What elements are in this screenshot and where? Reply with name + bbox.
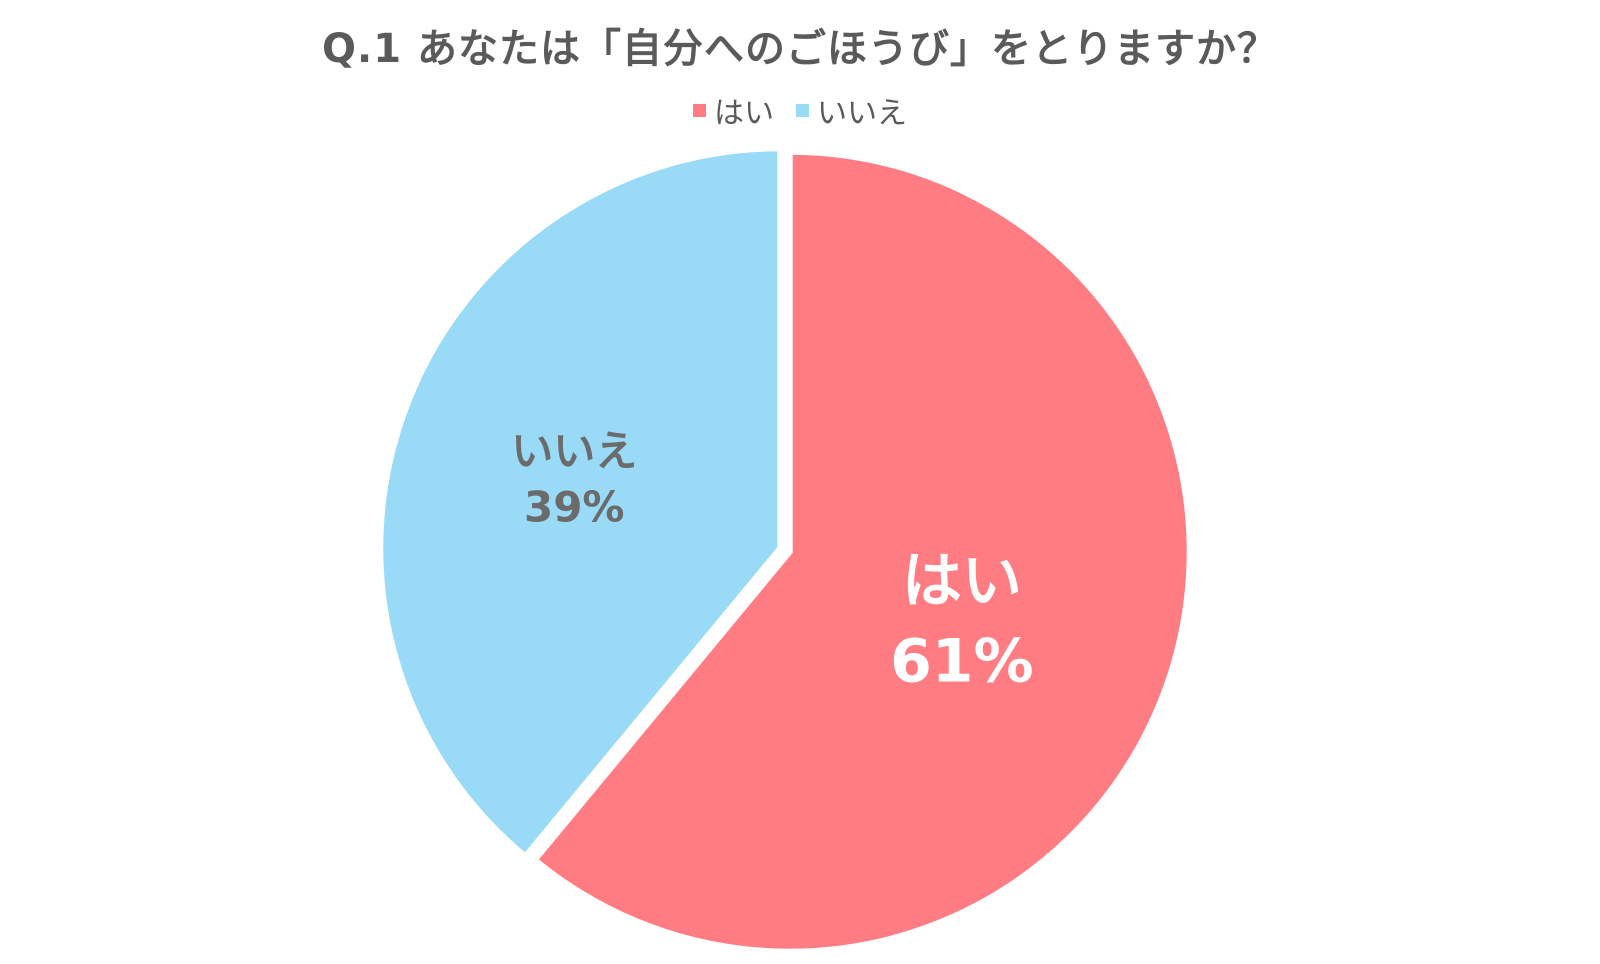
slice-label-no: いいえ [511,427,637,476]
legend: はい いいえ [0,88,1600,132]
legend-label-no: いいえ [817,96,907,131]
legend-label-yes: はい [714,96,774,131]
legend-swatch-yes [693,103,706,117]
pie-slice-no [377,145,784,861]
chart-title: Q.1 あなたは「自分へのごほうび」をとりますか？ [322,26,1278,72]
slice-value-no: 39% [524,483,625,532]
pie-slice-yes [530,148,1193,955]
legend-item-yes: はい [693,88,774,132]
legend-swatch-no [796,103,809,117]
slice-label-yes: はい [902,547,1022,617]
slice-value-yes: 61% [890,627,1034,697]
legend-item-no: いいえ [796,88,907,132]
